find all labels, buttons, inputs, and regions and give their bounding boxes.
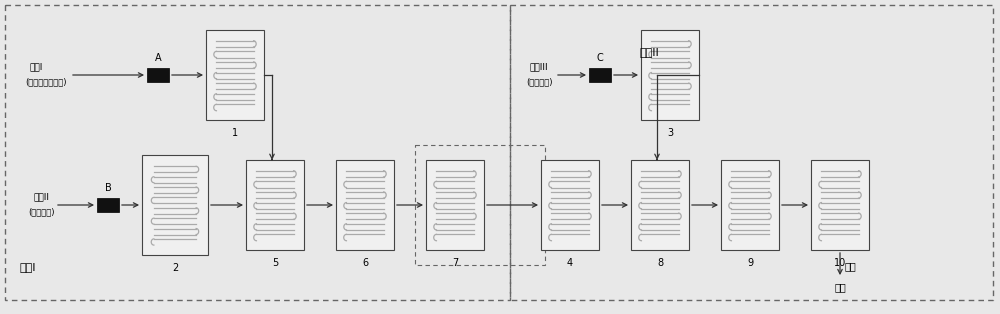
Text: 8: 8 bbox=[657, 258, 663, 268]
Bar bbox=[641, 30, 699, 120]
Text: 温区I: 温区I bbox=[20, 262, 36, 272]
Bar bbox=[5, 5, 510, 300]
Bar bbox=[541, 160, 599, 250]
Text: (对氨基苯磺酸胺): (对氨基苯磺酸胺) bbox=[25, 78, 66, 86]
Text: (亚硕酸钓): (亚硕酸钓) bbox=[28, 208, 54, 216]
Text: 物料I: 物料I bbox=[30, 62, 43, 72]
Text: 10: 10 bbox=[834, 258, 846, 268]
Bar bbox=[206, 30, 264, 120]
Text: 7: 7 bbox=[452, 258, 458, 268]
Bar bbox=[811, 160, 869, 250]
Text: 温区II: 温区II bbox=[640, 47, 660, 57]
Bar bbox=[510, 5, 993, 300]
Bar bbox=[147, 68, 169, 82]
Text: 9: 9 bbox=[747, 258, 753, 268]
Bar bbox=[97, 198, 119, 212]
Text: C: C bbox=[597, 53, 603, 63]
Bar bbox=[426, 160, 484, 250]
Text: B: B bbox=[105, 183, 111, 193]
Text: A: A bbox=[155, 53, 161, 63]
Bar bbox=[336, 160, 394, 250]
Text: (氯化亚锡): (氯化亚锡) bbox=[526, 78, 552, 86]
Text: 1: 1 bbox=[232, 128, 238, 138]
Bar bbox=[631, 160, 689, 250]
Bar bbox=[589, 68, 611, 82]
Text: 6: 6 bbox=[362, 258, 368, 268]
Bar bbox=[415, 145, 545, 265]
Text: 3: 3 bbox=[667, 128, 673, 138]
Text: 处理: 处理 bbox=[845, 261, 857, 271]
Text: 物料III: 物料III bbox=[530, 62, 549, 72]
Text: 2: 2 bbox=[172, 263, 178, 273]
Bar bbox=[721, 160, 779, 250]
Text: 产品: 产品 bbox=[834, 282, 846, 292]
Bar bbox=[246, 160, 304, 250]
Text: 5: 5 bbox=[272, 258, 278, 268]
Bar bbox=[142, 155, 208, 255]
Text: 物料II: 物料II bbox=[33, 192, 49, 202]
Text: 4: 4 bbox=[567, 258, 573, 268]
